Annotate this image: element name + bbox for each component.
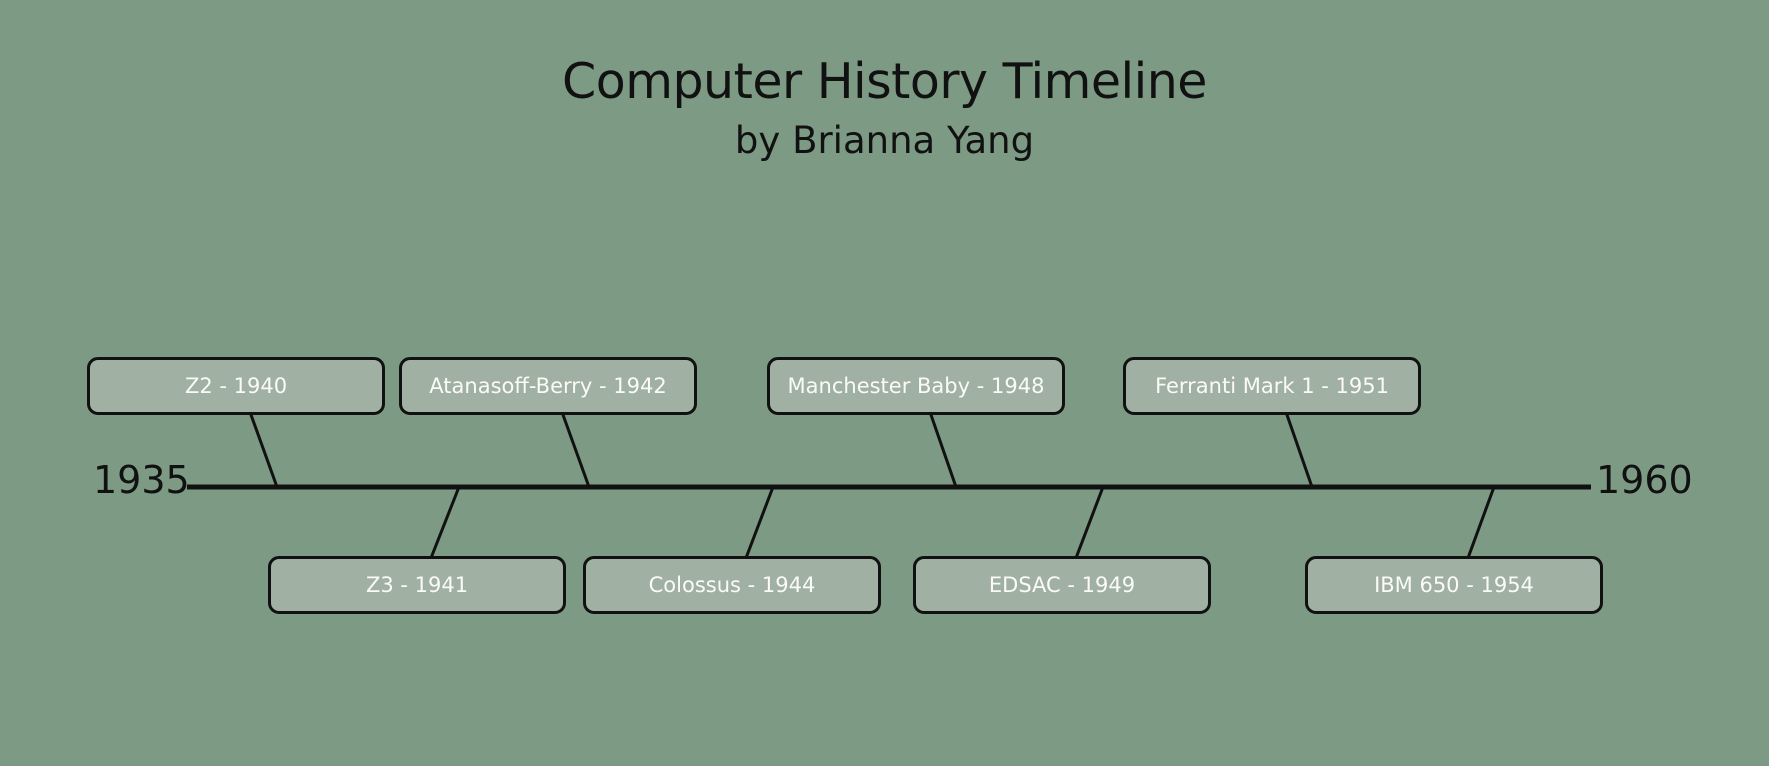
timeline-end-year: 1960 xyxy=(1596,458,1693,502)
event-box: Atanasoff-Berry - 1942 xyxy=(399,357,697,415)
event-connector xyxy=(744,486,775,559)
event-box: IBM 650 - 1954 xyxy=(1305,556,1603,614)
event-box: Z3 - 1941 xyxy=(268,556,566,614)
event-connector xyxy=(928,411,958,488)
event-box: Manchester Baby - 1948 xyxy=(767,357,1065,415)
event-connector xyxy=(1284,411,1314,488)
timeline-start-year: 1935 xyxy=(93,458,190,502)
event-connector xyxy=(1074,486,1105,559)
event-connector xyxy=(248,411,279,488)
page-title: Computer History Timeline xyxy=(562,53,1207,110)
event-box: Ferranti Mark 1 - 1951 xyxy=(1123,357,1421,415)
event-box: Colossus - 1944 xyxy=(583,556,881,614)
event-connector xyxy=(1466,486,1496,559)
connector-group xyxy=(248,411,1496,559)
event-box: EDSAC - 1949 xyxy=(913,556,1211,614)
event-connector xyxy=(429,486,461,559)
page-subtitle: by Brianna Yang xyxy=(734,119,1035,162)
event-connector xyxy=(560,411,591,488)
event-box: Z2 - 1940 xyxy=(87,357,385,415)
